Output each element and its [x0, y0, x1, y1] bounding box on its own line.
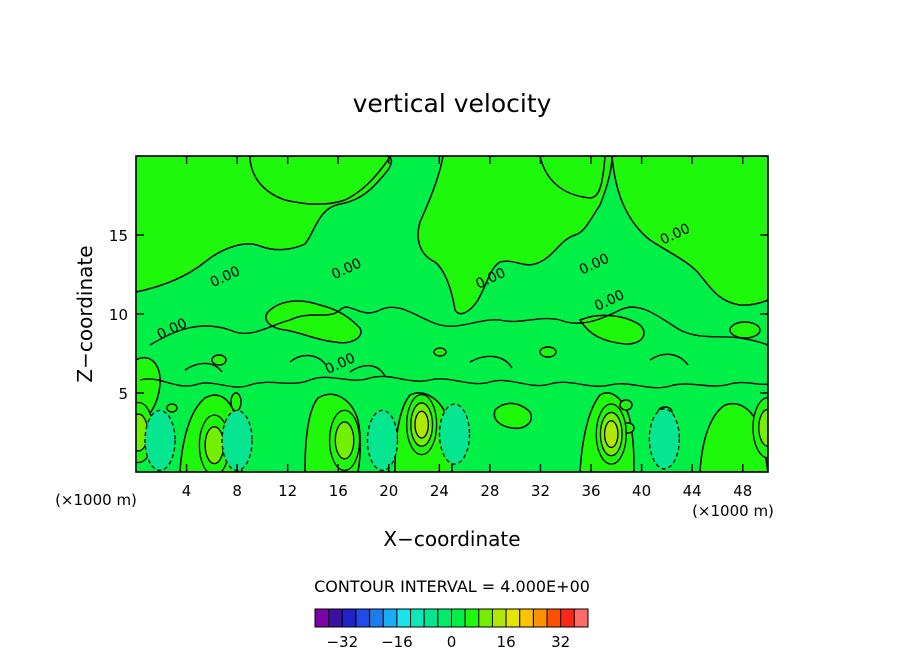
downdraft-contour: [144, 409, 176, 472]
colorbar-swatch: [573, 608, 589, 628]
downdraft-contour: [648, 408, 681, 470]
colorbar-swatch: [478, 608, 493, 628]
colorbar-swatch: [451, 608, 466, 628]
colorbar-swatch: [369, 608, 384, 628]
small-contour: [166, 403, 178, 413]
plot-area: 0.000.000.00 0.000.000.000.000.00: [135, 155, 769, 473]
colorbar-swatch: [519, 608, 534, 628]
colorbar-tick-label: 0: [447, 633, 457, 651]
colorbar-tick-label: 16: [497, 633, 516, 651]
colorbar-swatch: [546, 608, 562, 628]
small-contour: [433, 347, 447, 357]
colorbar-swatch: [437, 608, 453, 628]
y-axis: 5 10 15: [109, 227, 768, 403]
colorbar-swatch: [314, 608, 330, 628]
contour-interval-text: CONTOUR INTERVAL = 4.000E+00: [314, 577, 590, 596]
zero-contour-line: [289, 354, 327, 366]
colorbar-swatch: [328, 608, 343, 628]
small-contour: [230, 392, 242, 412]
updraft-contour: [334, 421, 355, 460]
x-tick-label: 12: [278, 482, 297, 500]
feature-layer: [136, 393, 768, 472]
positive-region: [493, 402, 532, 430]
x-unit-left: (×1000 m): [55, 491, 137, 509]
x-tick-label: 20: [379, 482, 398, 500]
x-axis-label: X−coordinate: [383, 527, 520, 551]
x-tick-label: 32: [531, 482, 550, 500]
positive-region: [611, 156, 768, 306]
colorbar-swatch: [382, 608, 398, 628]
downdraft-contour: [438, 403, 471, 465]
small-contour: [211, 354, 227, 366]
positive-region: [539, 156, 606, 199]
colorbar-tick-label: −16: [381, 633, 413, 651]
x-tick-label: 36: [581, 482, 600, 500]
x-axis: 4 8 12 16 20 24 28 32 36 40 44 48: [182, 156, 752, 500]
colorbar-swatch: [396, 608, 412, 628]
zero-contour-line: [649, 353, 689, 366]
zero-contour-line: [349, 365, 386, 377]
y-tick-label: 10: [109, 306, 128, 324]
zero-contour-line: [149, 306, 768, 346]
positive-region: [417, 156, 613, 315]
updraft-contour: [414, 410, 429, 439]
x-tick-label: 8: [232, 482, 242, 500]
colorbar-swatch: [355, 608, 371, 628]
positive-region: [249, 156, 391, 205]
x-tick-label: 48: [733, 482, 752, 500]
x-tick-label: 28: [480, 482, 499, 500]
x-tick-label: 24: [430, 482, 449, 500]
y-axis-label: Z−coordinate: [73, 245, 97, 382]
colorbar-swatch: [464, 608, 480, 628]
colorbar-swatch: [341, 608, 357, 628]
colorbar-swatch: [560, 608, 575, 628]
colorbar-swatch: [423, 608, 439, 628]
y-tick-label: 15: [109, 227, 128, 245]
zero-contour-line: [139, 375, 768, 389]
small-contour: [619, 399, 633, 411]
colorbar-swatch: [505, 608, 521, 628]
x-tick-label: 40: [632, 482, 651, 500]
chart-title: vertical velocity: [353, 89, 552, 118]
downdraft-contour: [221, 409, 253, 472]
colorbar-swatch: [532, 608, 548, 628]
x-unit-right: (×1000 m): [692, 502, 774, 520]
colorbar-swatch: [410, 608, 425, 628]
x-tick-label: 4: [182, 482, 192, 500]
x-tick-label: 16: [329, 482, 348, 500]
colorbar-tick-label: −32: [326, 633, 358, 651]
zero-contour-line: [469, 355, 513, 369]
small-contour: [539, 346, 557, 358]
zero-contour-line: [184, 362, 223, 373]
y-tick-label: 5: [118, 385, 128, 403]
small-contour: [729, 321, 761, 339]
colorbar-swatch: [491, 608, 507, 628]
updraft-contour: [204, 426, 225, 465]
updraft-contour: [603, 420, 619, 449]
downdraft-contour: [366, 409, 399, 472]
x-tick-label: 44: [683, 482, 702, 500]
colorbar-tick-label: 32: [551, 633, 570, 651]
contour-regions: [136, 156, 768, 472]
colorbar: −32 −16 0 16 32: [314, 608, 589, 651]
